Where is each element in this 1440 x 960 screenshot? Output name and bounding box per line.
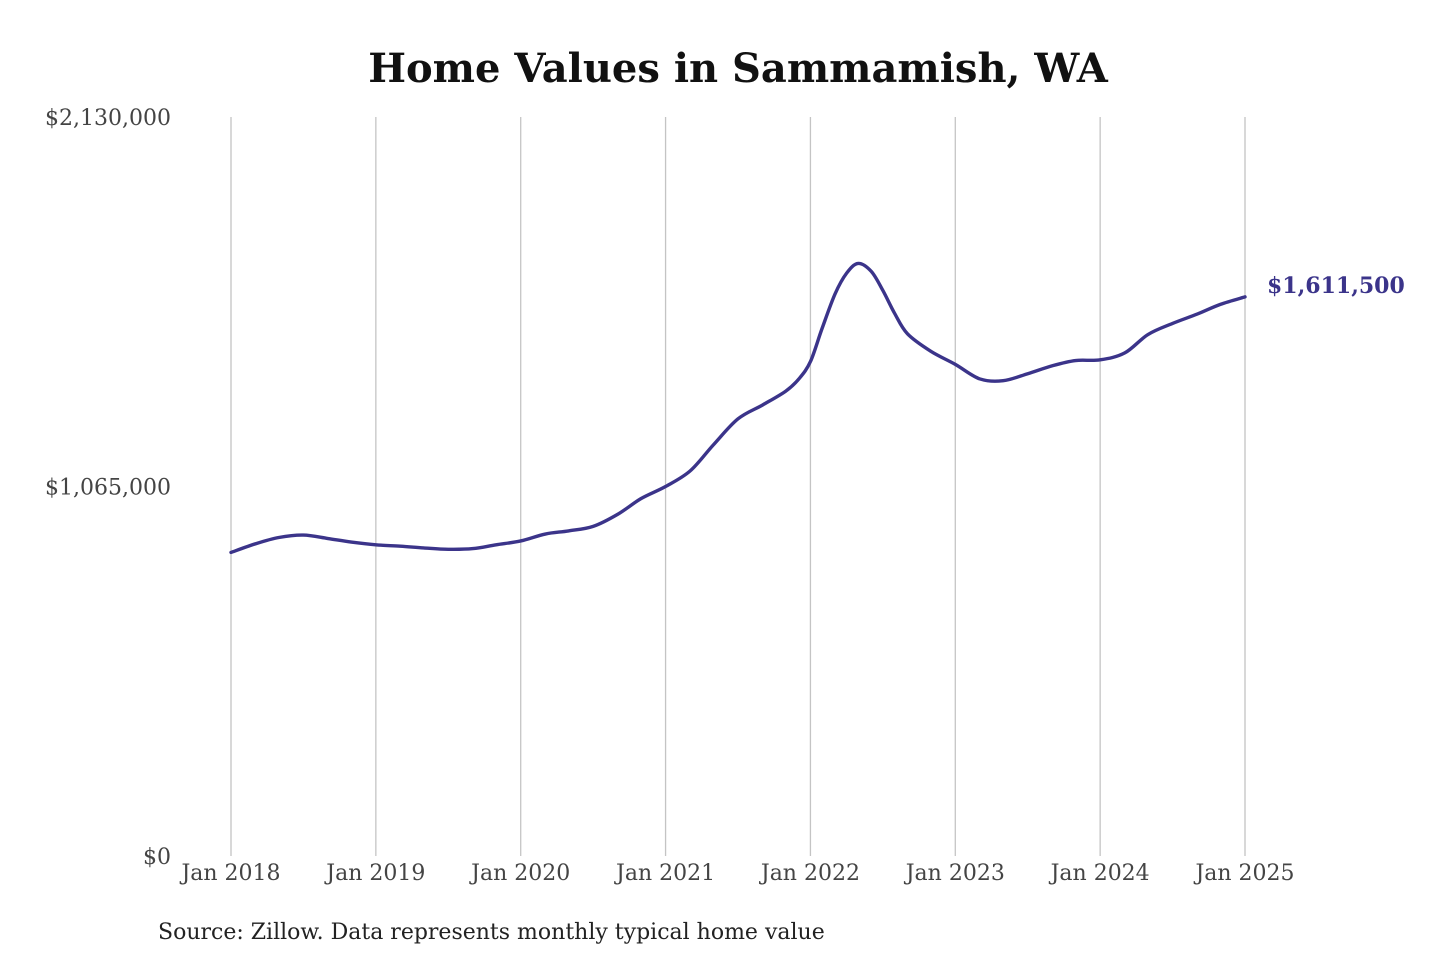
y-axis-ticks: $2,130,000 $1,065,000 $0 (45, 106, 171, 870)
source-note: Source: Zillow. Data represents monthly … (158, 920, 825, 945)
x-tick-label: Jan 2025 (1193, 861, 1294, 886)
x-tick-label: Jan 2024 (1049, 861, 1150, 886)
x-tick-label: Jan 2022 (759, 861, 860, 886)
y-tick-label: $2,130,000 (45, 106, 171, 131)
x-tick-label: Jan 2023 (904, 861, 1005, 886)
x-tick-label: Jan 2019 (324, 861, 425, 886)
y-tick-label: $0 (143, 845, 171, 870)
x-tick-label: Jan 2020 (469, 861, 570, 886)
y-tick-label: $1,065,000 (45, 476, 171, 501)
x-axis-ticks: Jan 2018 Jan 2019 Jan 2020 Jan 2021 Jan 2022… (179, 861, 1294, 886)
end-value-label: $1,611,500 (1267, 273, 1405, 299)
series-layer (229, 261, 1247, 555)
chart-title: Home Values in Sammamish, WA (368, 45, 1109, 92)
series-line-0 (229, 261, 1247, 555)
gridlines (230, 117, 1246, 856)
x-tick-label: Jan 2021 (614, 861, 715, 886)
x-tick-label: Jan 2018 (179, 861, 280, 886)
